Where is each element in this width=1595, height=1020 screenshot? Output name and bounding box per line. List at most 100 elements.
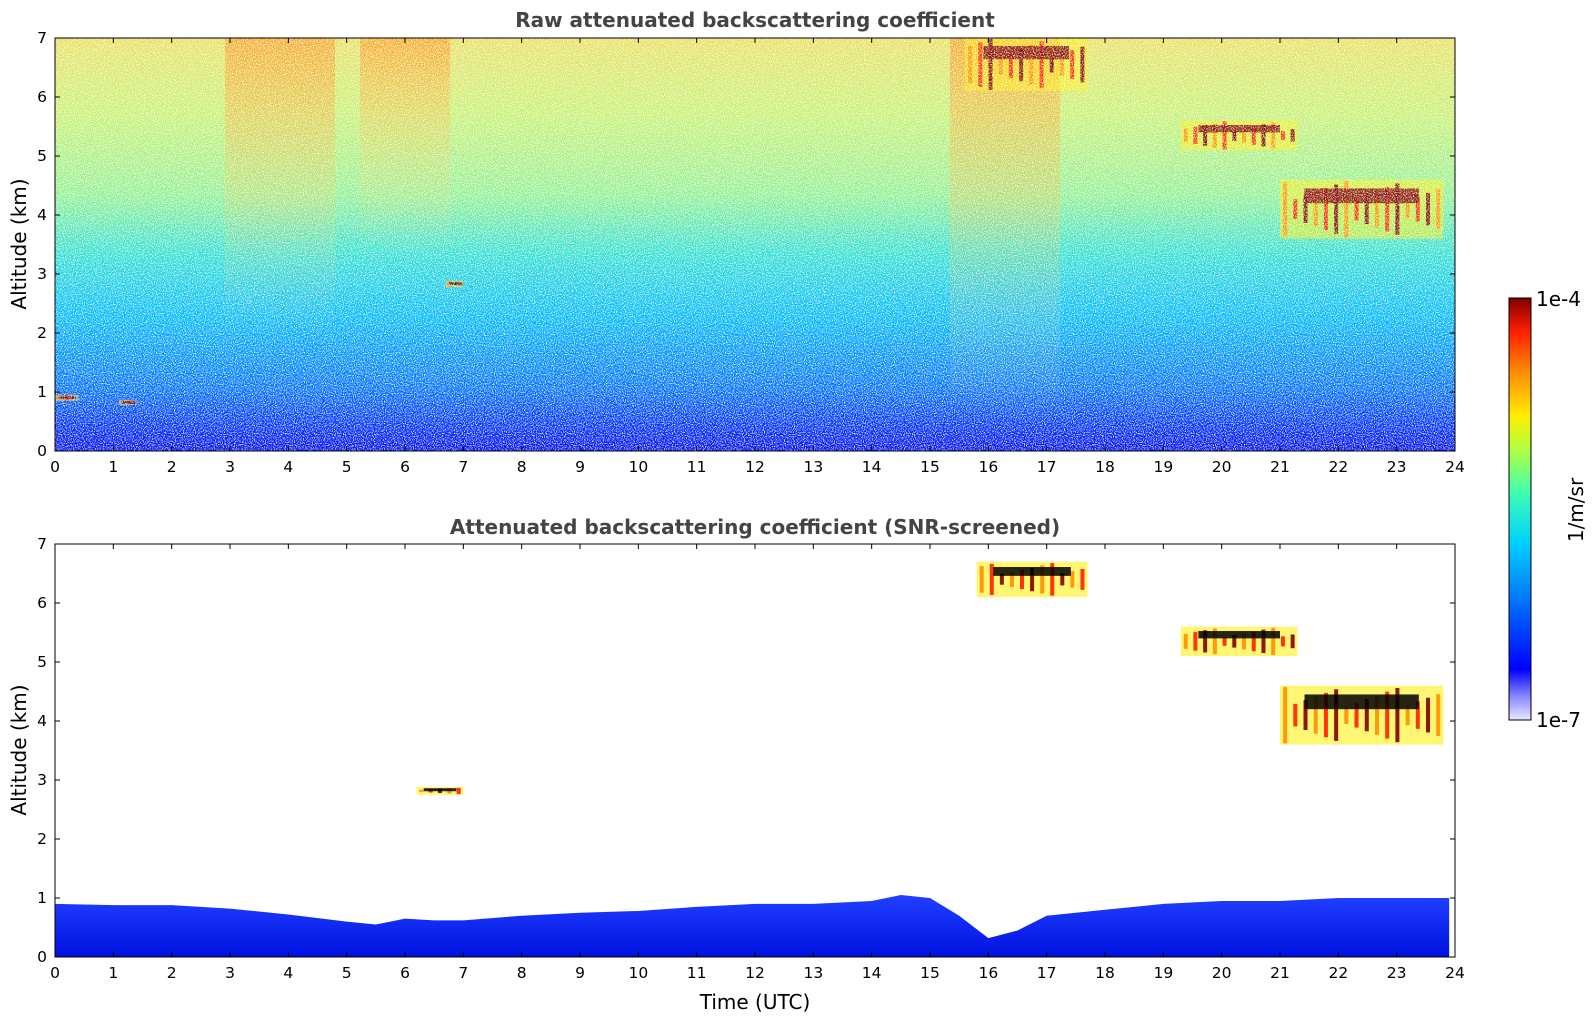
cloud-streak (1070, 571, 1075, 588)
cloud-region (1180, 626, 1298, 657)
y-tick-label: 3 (37, 771, 47, 789)
colorbar: 1e-4 1e-7 1/m/sr (1508, 287, 1588, 732)
x-tick-label: 0 (50, 458, 60, 476)
x-tick-label: 5 (342, 964, 352, 982)
screened-heatmap (55, 561, 1450, 957)
cloud-streak (1323, 692, 1328, 738)
cloud-streak (1030, 567, 1035, 592)
y-tick-label: 3 (37, 265, 47, 283)
cloud-core (1304, 694, 1419, 710)
x-tick-label: 12 (745, 458, 765, 476)
x-tick-label: 22 (1328, 964, 1348, 982)
x-tick-label: 7 (458, 964, 468, 982)
cloud-streak (1334, 689, 1339, 741)
x-tick-label: 12 (745, 964, 765, 982)
y-tick-label: 0 (37, 442, 47, 460)
cloud-streak (1415, 701, 1420, 729)
x-axis: 0 1 2 3 4 5 6 7 8 9 10 11 12 13 14 15 16 17 18 19 20 21 22 23 24 (50, 38, 1465, 476)
x-tick-label: 21 (1270, 964, 1290, 982)
cloud-streak (1364, 698, 1369, 732)
cloud-streak (1283, 686, 1288, 744)
y-tick-label: 7 (37, 29, 47, 47)
snr-screened-panel: Attenuated backscattering coefficient (S… (7, 515, 1465, 1014)
cloud-core (993, 567, 1071, 576)
x-tick-label: 13 (803, 964, 823, 982)
cloud-streak (1374, 695, 1379, 735)
raw-heatmap (55, 38, 1455, 451)
y-axis: 0 1 2 3 4 5 6 7 (37, 29, 1455, 460)
x-tick-label: 22 (1328, 458, 1348, 476)
cloud-streak (1385, 691, 1390, 739)
x-tick-label: 10 (628, 458, 648, 476)
x-axis-label: Time (UTC) (699, 990, 811, 1014)
x-tick-label: 2 (167, 964, 177, 982)
y-tick-label: 1 (37, 889, 47, 907)
x-axis: 0 1 2 3 4 5 6 7 8 9 10 11 12 13 14 15 16 17 18 19 20 21 22 23 24 (50, 544, 1465, 982)
cloud-streak (1040, 565, 1045, 594)
x-tick-label: 8 (517, 458, 527, 476)
x-tick-label: 24 (1445, 458, 1465, 476)
cloud-streak (1251, 631, 1256, 652)
cloud-streak (1080, 568, 1085, 590)
cloud-streak (1293, 703, 1298, 727)
cloud-streak (1280, 636, 1285, 647)
x-tick-label: 4 (283, 964, 293, 982)
cloud-streak (1020, 569, 1025, 590)
x-tick-label: 0 (50, 964, 60, 982)
y-tick-label: 2 (37, 830, 47, 848)
x-tick-label: 11 (687, 458, 707, 476)
x-tick-label: 24 (1445, 964, 1465, 982)
cloud-streak (1313, 696, 1318, 734)
x-tick-label: 16 (978, 964, 998, 982)
x-tick-label: 1 (108, 458, 118, 476)
cloud-streak (1212, 628, 1217, 655)
y-tick-label: 4 (37, 712, 47, 730)
x-tick-label: 4 (283, 458, 293, 476)
cloud-core (423, 788, 457, 792)
y-tick-label: 5 (37, 147, 47, 165)
cloud-streak (456, 787, 461, 794)
y-axis-label: Altitude (km) (7, 684, 31, 815)
y-tick-label: 7 (37, 535, 47, 553)
x-tick-label: 14 (862, 458, 882, 476)
x-tick-label: 18 (1095, 458, 1115, 476)
raw-backscatter-panel: Raw attenuated backscattering coefficien… (7, 8, 1465, 476)
x-tick-label: 6 (400, 458, 410, 476)
y-tick-label: 2 (37, 324, 47, 342)
x-tick-label: 9 (575, 964, 585, 982)
cloud-streak (1344, 706, 1349, 724)
chart-title: Attenuated backscattering coefficient (S… (450, 515, 1060, 539)
x-tick-label: 7 (458, 458, 468, 476)
cloud-streak (1050, 563, 1055, 596)
x-tick-label: 8 (517, 964, 527, 982)
cloud-streak (1426, 697, 1431, 733)
x-tick-label: 15 (920, 458, 940, 476)
y-axis-label: Altitude (km) (7, 178, 31, 309)
x-tick-label: 10 (628, 964, 648, 982)
cloud-streak (1303, 700, 1308, 731)
cloud-streak (979, 566, 984, 593)
cloud-streak (1261, 629, 1266, 654)
cloud-streak (1193, 632, 1198, 651)
y-tick-label: 6 (37, 88, 47, 106)
y-tick-label: 0 (37, 948, 47, 966)
colorbar-min-label: 1e-7 (1536, 708, 1581, 732)
x-tick-label: 20 (1212, 458, 1232, 476)
cloud-streak (419, 789, 424, 793)
x-tick-label: 1 (108, 964, 118, 982)
colorbar-unit-label: 1/m/sr (1564, 477, 1588, 542)
cloud-streak (1203, 630, 1208, 653)
cloud-streak (1009, 571, 1014, 587)
cloud-streak (1405, 705, 1410, 726)
x-tick-label: 17 (1037, 458, 1057, 476)
plot-frame (54, 543, 1456, 958)
x-tick-label: 16 (978, 458, 998, 476)
cloud-streak (999, 574, 1004, 585)
x-tick-label: 9 (575, 458, 585, 476)
cloud-core (1198, 631, 1280, 639)
y-tick-label: 4 (37, 206, 47, 224)
x-tick-label: 20 (1212, 964, 1232, 982)
cloud-streak (1242, 633, 1247, 650)
y-tick-label: 5 (37, 653, 47, 671)
